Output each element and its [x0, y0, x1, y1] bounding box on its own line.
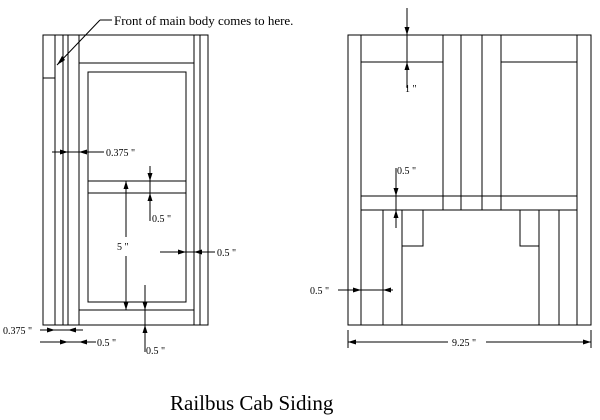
- right-outline: [347, 34, 592, 326]
- dim-05-rail: 0.5 ": [152, 214, 171, 225]
- dim-05-bottom-rail: 0.5 ": [146, 346, 165, 357]
- front-body-note: Front of main body comes to here.: [114, 13, 293, 28]
- dim-5-window-height: 5 ": [117, 242, 129, 253]
- right-front-view: 1 " 0.5 " 0.5 " 9.25 ": [310, 8, 592, 349]
- dim-05-right-frame: 0.5 ": [217, 248, 236, 259]
- dim-1-top-panel: 1 ": [405, 84, 417, 95]
- left-step: [43, 35, 56, 79]
- lower-right-notch: [519, 210, 539, 247]
- dim-0375-window: 0.375 ": [106, 148, 135, 159]
- dim-05-bottom: 0.5 ": [97, 338, 116, 349]
- dim-0375-bottom: 0.375 ": [3, 326, 32, 337]
- window-pane: [87, 71, 187, 303]
- window-frame: [78, 62, 195, 311]
- left-side-view: Front of main body comes to here. 0.375 …: [3, 13, 293, 357]
- dim-925-overall-width: 9.25 ": [452, 338, 476, 349]
- dim-05-mid-rail: 0.5 ": [397, 166, 416, 177]
- drawing-title: Railbus Cab Siding: [170, 391, 334, 415]
- note-leader: [56, 19, 101, 66]
- lower-left-notch: [402, 210, 424, 247]
- dim-05-left-frame: 0.5 ": [310, 286, 329, 297]
